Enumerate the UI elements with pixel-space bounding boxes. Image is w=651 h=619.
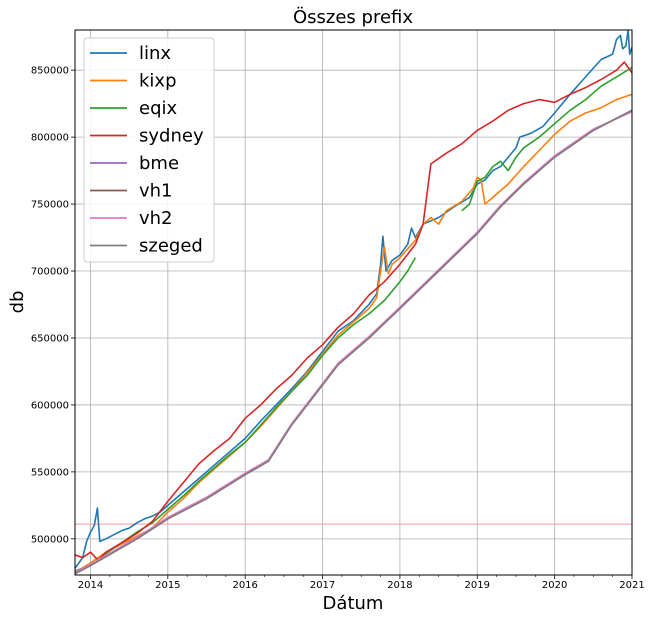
x-tick-label: 2020 bbox=[542, 580, 567, 591]
x-tick-label: 2015 bbox=[155, 580, 180, 591]
y-tick-label: 600000 bbox=[31, 400, 69, 411]
y-tick-label: 500000 bbox=[31, 534, 69, 545]
series-line-vh2 bbox=[75, 110, 632, 574]
x-axis-label: Dátum bbox=[323, 593, 384, 614]
legend-label-vh2: vh2 bbox=[139, 208, 173, 229]
series-line-eqix bbox=[461, 66, 632, 212]
plot-frame bbox=[74, 29, 633, 576]
y-tick-label: 750000 bbox=[31, 200, 69, 211]
series-line-sydney bbox=[75, 61, 632, 562]
legend: linx kixp eqix sydney bme vh1 vh2 szeged bbox=[83, 37, 215, 263]
x-tick-label: 2021 bbox=[619, 580, 644, 591]
axis-ticks: 2014 2015 2016 2017 2018 2019 2020 2021 500000 55… bbox=[31, 29, 645, 591]
series-line-linx bbox=[75, 30, 632, 569]
y-axis-label: db bbox=[7, 291, 28, 314]
plot-area bbox=[75, 30, 632, 575]
legend-label-szeged: szeged bbox=[139, 236, 203, 257]
x-tick-label: 2019 bbox=[465, 580, 490, 591]
y-tick-label: 700000 bbox=[31, 267, 69, 278]
legend-label-kixp: kixp bbox=[139, 71, 177, 92]
legend-label-bme: bme bbox=[139, 153, 179, 174]
x-tick-label: 2014 bbox=[78, 580, 103, 591]
series-line-eqix bbox=[75, 257, 417, 572]
y-tick-label: 850000 bbox=[31, 66, 69, 77]
y-tick-label: 550000 bbox=[31, 467, 69, 478]
y-tick-label: 800000 bbox=[31, 133, 69, 144]
legend-label-vh1: vh1 bbox=[139, 181, 173, 202]
x-tick-label: 2018 bbox=[387, 580, 412, 591]
series-group bbox=[75, 30, 632, 575]
legend-label-sydney: sydney bbox=[139, 126, 204, 147]
y-tick-label: 650000 bbox=[31, 333, 69, 344]
legend-label-linx: linx bbox=[139, 43, 171, 64]
x-tick-label: 2017 bbox=[310, 580, 335, 591]
legend-box bbox=[83, 37, 215, 263]
series-line-szeged bbox=[75, 109, 632, 575]
legend-label-eqix: eqix bbox=[139, 98, 178, 119]
series-line-kixp bbox=[75, 93, 632, 573]
x-tick-label: 2016 bbox=[232, 580, 257, 591]
chart-title: Összes prefix bbox=[293, 6, 413, 28]
